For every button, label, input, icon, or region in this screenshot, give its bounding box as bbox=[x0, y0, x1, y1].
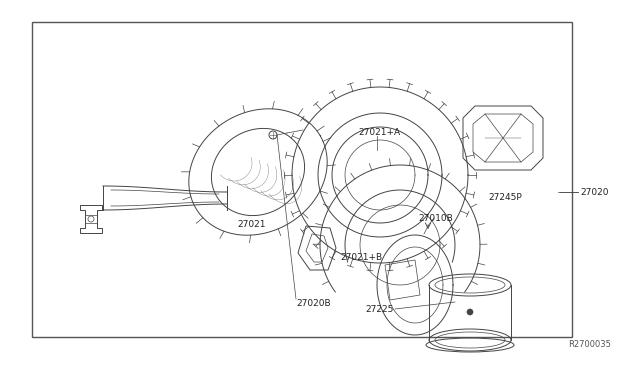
Bar bbox=[32, 22, 572, 337]
Text: 27020B: 27020B bbox=[296, 299, 331, 308]
Text: 27020: 27020 bbox=[580, 187, 609, 196]
Text: 27225: 27225 bbox=[365, 305, 394, 314]
Text: 27021+B: 27021+B bbox=[340, 253, 382, 262]
Text: 27245P: 27245P bbox=[488, 193, 522, 202]
Text: R2700035: R2700035 bbox=[568, 340, 611, 349]
Circle shape bbox=[467, 309, 473, 315]
Text: 27010B: 27010B bbox=[418, 214, 452, 223]
Text: 27021: 27021 bbox=[237, 220, 266, 229]
Text: 27021+A: 27021+A bbox=[358, 128, 400, 137]
